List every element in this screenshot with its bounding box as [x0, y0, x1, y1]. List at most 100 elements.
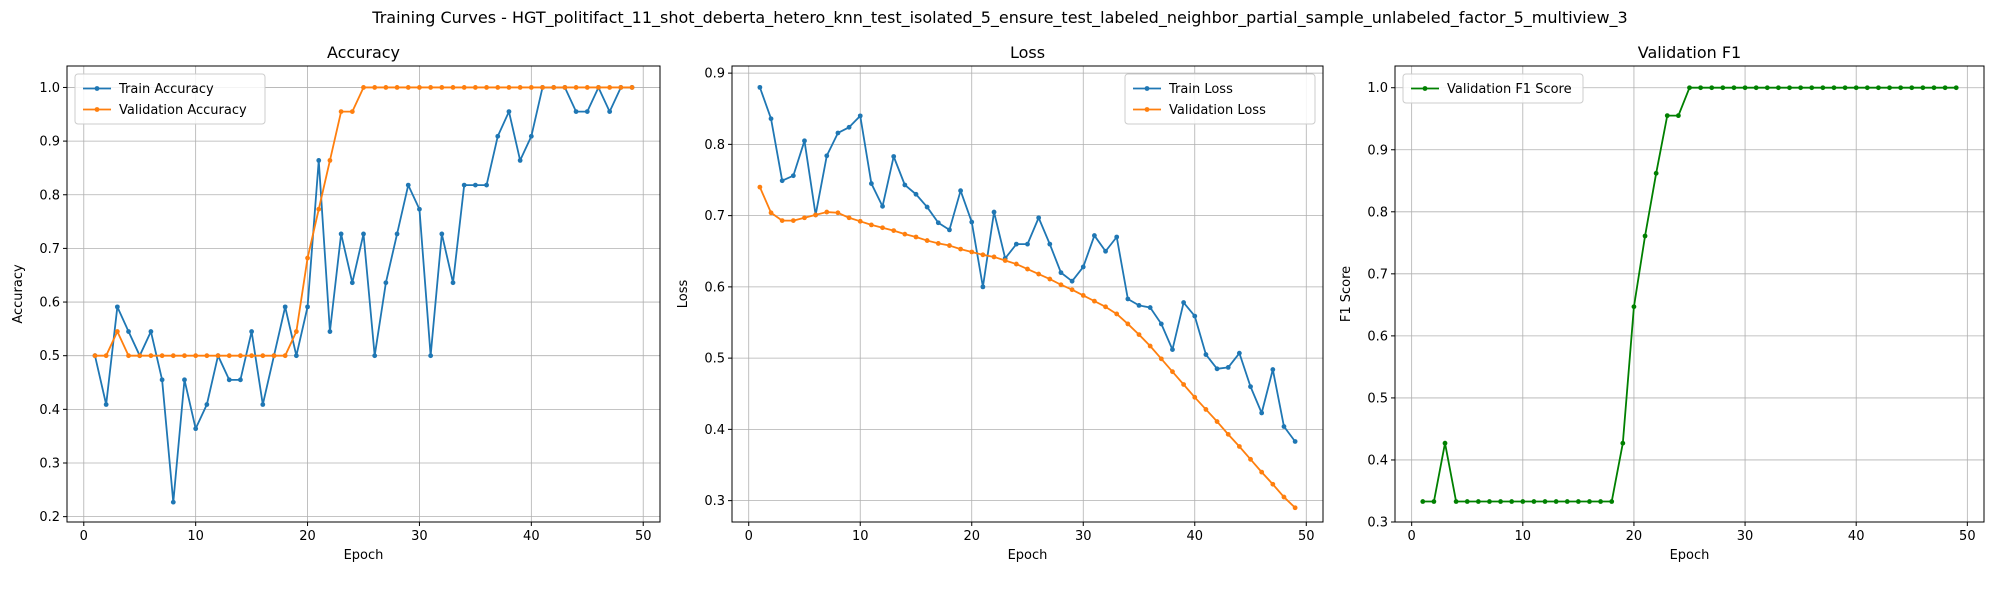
data-point: [1820, 85, 1826, 91]
data-point: [857, 113, 863, 119]
data-point: [1620, 440, 1626, 446]
y-tick-label: 1.0: [39, 81, 60, 96]
data-point: [1080, 264, 1086, 270]
data-point: [1069, 287, 1075, 293]
data-point: [1147, 305, 1153, 310]
y-axis-label: Loss: [676, 280, 691, 309]
data-point: [1214, 366, 1220, 372]
data-point: [1158, 321, 1164, 327]
data-point: [969, 249, 975, 255]
data-point: [618, 85, 624, 90]
data-point: [1420, 499, 1426, 504]
data-point: [1147, 343, 1153, 349]
data-point: [1125, 296, 1131, 302]
data-point: [383, 85, 389, 90]
data-point: [607, 109, 613, 114]
y-axis-label: F1 Score: [1339, 266, 1354, 322]
data-point: [305, 304, 310, 310]
x-tick-label: 0: [80, 529, 88, 544]
data-point: [1487, 499, 1492, 504]
data-point: [1509, 499, 1515, 504]
data-point: [1464, 499, 1470, 504]
y-tick-label: 0.3: [704, 494, 725, 509]
data-point: [947, 243, 952, 248]
data-point: [768, 116, 774, 122]
x-tick-label: 10: [852, 529, 869, 544]
y-tick-label: 0.3: [1367, 516, 1388, 531]
legend-label: Train Accuracy: [118, 82, 214, 97]
legend-box: [74, 73, 266, 125]
data-point: [824, 153, 830, 159]
data-point: [902, 182, 908, 188]
x-tick-label: 30: [1075, 529, 1092, 544]
data-point: [802, 138, 807, 144]
data-point: [1498, 499, 1503, 504]
data-point: [1798, 85, 1804, 91]
y-tick-label: 0.4: [39, 403, 60, 418]
data-point: [417, 85, 422, 90]
data-point: [1653, 170, 1659, 176]
data-point: [316, 158, 322, 163]
data-point: [880, 203, 885, 209]
data-point: [282, 304, 288, 310]
data-point: [372, 353, 378, 359]
data-point: [1876, 85, 1881, 91]
data-point: [1853, 85, 1859, 91]
data-point: [1698, 85, 1704, 91]
data-point: [170, 499, 176, 505]
data-point: [1225, 364, 1231, 370]
axes-frame: [66, 65, 661, 523]
data-point: [114, 304, 120, 310]
data-point: [148, 353, 154, 359]
data-point: [913, 234, 919, 240]
y-tick-label: 0.8: [39, 188, 60, 203]
data-point: [517, 85, 523, 90]
data-point: [1092, 233, 1097, 238]
data-point: [1270, 367, 1276, 372]
data-point: [126, 329, 131, 334]
data-point: [551, 85, 557, 90]
x-tick-label: 50: [1298, 529, 1315, 544]
data-point: [1531, 499, 1537, 504]
data-point: [394, 231, 400, 237]
y-tick-label: 0.3: [39, 456, 60, 471]
data-point: [991, 254, 997, 260]
data-point: [506, 85, 512, 90]
data-point: [1764, 85, 1770, 91]
data-point: [1170, 347, 1175, 352]
data-point: [835, 130, 841, 136]
data-point: [226, 377, 232, 383]
y-tick-label: 0.7: [704, 209, 725, 224]
y-tick-label: 1.0: [1367, 81, 1388, 96]
data-point: [472, 182, 478, 188]
data-point: [1170, 369, 1175, 375]
series-line-2: [759, 186, 1296, 509]
y-tick-label: 0.9: [39, 135, 60, 150]
legend-marker: [1144, 86, 1150, 91]
data-point: [1259, 469, 1265, 475]
subplot-3: 0 10 20 30 40 50 0.3 0.4 0.5 0.6 0.7 0.8 0.9 1.0 Valid…: [1339, 43, 1985, 563]
data-point: [1931, 85, 1937, 91]
legend: Validation F1 Score: [1402, 73, 1584, 104]
data-point: [461, 85, 467, 90]
data-point: [1942, 85, 1948, 91]
data-point: [1709, 85, 1715, 91]
data-point: [629, 85, 635, 90]
data-point: [1564, 499, 1570, 504]
data-point: [103, 353, 109, 359]
data-point: [114, 329, 120, 334]
data-point: [1664, 113, 1670, 119]
axes-frame: [731, 65, 1324, 523]
data-point: [349, 109, 355, 114]
data-point: [846, 215, 852, 221]
data-point: [316, 206, 322, 212]
subplot-2: 0 10 20 30 40 50 0.3 0.4 0.5 0.6 0.7 0.8 0.9 Loss Epoc…: [676, 43, 1324, 563]
data-point: [1442, 440, 1448, 446]
data-point: [338, 231, 344, 237]
data-point: [1475, 499, 1481, 504]
data-point: [768, 210, 774, 216]
data-point: [1909, 85, 1915, 91]
data-point: [1809, 85, 1815, 91]
